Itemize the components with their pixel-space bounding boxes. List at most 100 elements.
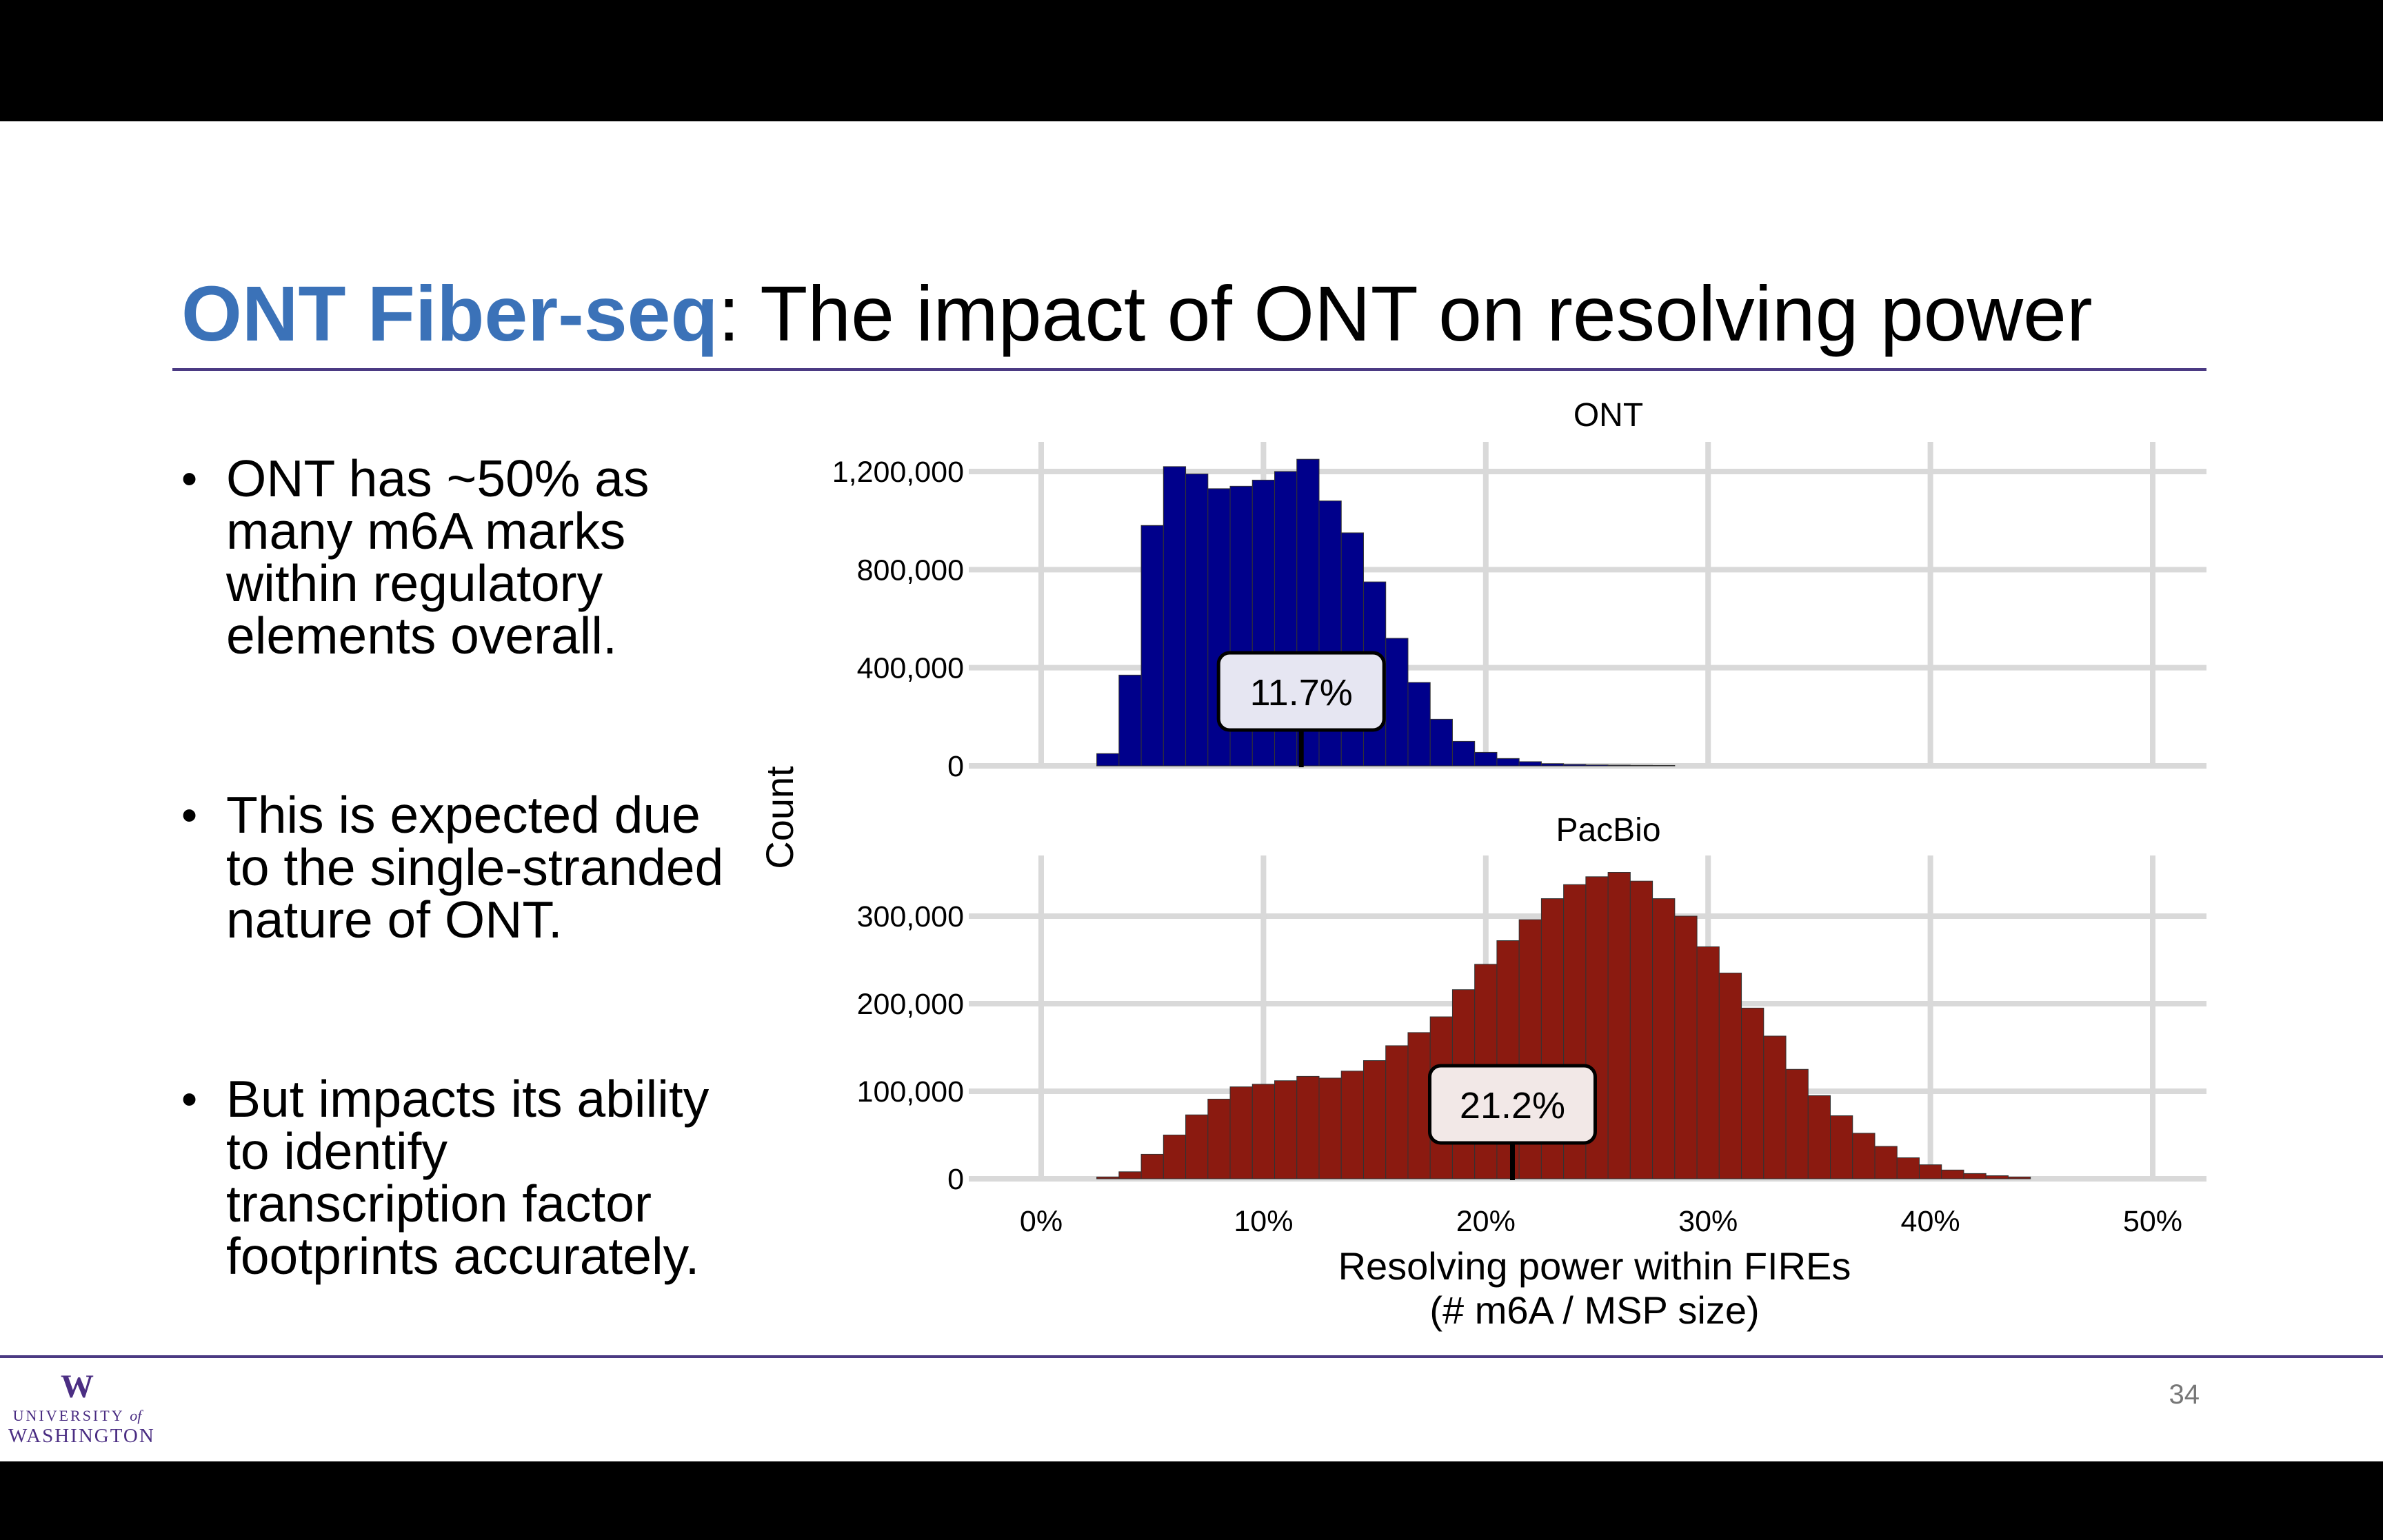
median-label: 21.2%: [1460, 1085, 1565, 1126]
x-tick-label: 50%: [2123, 1205, 2182, 1238]
uw-logo-university: UNIVERSITY: [12, 1407, 124, 1424]
x-tick-label: 30%: [1678, 1205, 1738, 1238]
histogram-bar: [1318, 1077, 1342, 1179]
bullet-line: nature of ONT.: [226, 891, 563, 949]
median-label-box: [1427, 1064, 1597, 1145]
histogram-bar: [1540, 763, 1565, 767]
y-tick-label: 400,000: [857, 652, 964, 685]
histogram-bar: [1118, 1171, 1142, 1179]
histogram-bar: [1451, 740, 1476, 767]
bullet-line: to the single-stranded: [226, 838, 724, 896]
uw-logo-line2: WASHINGTON: [8, 1425, 155, 1447]
histogram-chart: ONT 0 400,000 800,000 1,200,000 11.7% PacBio 0 1…: [758, 397, 2206, 1332]
histogram-bar: [1963, 1173, 1987, 1179]
x-axis-title-line: Resolving power within FIREs: [1338, 1244, 1851, 1288]
y-tick-label: 0: [947, 750, 964, 783]
histogram-bar: [1407, 682, 1431, 767]
histogram-bar: [1652, 898, 1676, 1179]
bullet-line: But impacts its ability: [226, 1070, 710, 1128]
panel-pacbio: PacBio 0 100,000 200,000 300,000 21.2%: [857, 812, 2206, 1196]
y-tick-label: 0: [947, 1163, 964, 1196]
histogram-bar: [1629, 880, 1653, 1179]
histogram-bar: [1852, 1133, 1876, 1179]
footer-divider: [0, 1355, 2383, 1358]
x-axis-title-line: (# m6A / MSP size): [1429, 1288, 1759, 1332]
title-rest: : The impact of ONT on resolving power: [718, 270, 2093, 357]
x-tick-label: 40%: [1901, 1205, 1960, 1238]
x-tick-label: 10%: [1234, 1205, 1293, 1238]
histogram-bar: [1807, 1095, 1831, 1179]
bullet-dot: •: [181, 453, 198, 504]
panel-title: PacBio: [1556, 812, 1660, 849]
bullet-list: • ONT has ~50% as many m6A marks within …: [176, 452, 783, 1409]
bullet-line: to identify: [226, 1122, 448, 1180]
histogram-bar: [1229, 1086, 1253, 1179]
histogram-bar: [1407, 1032, 1431, 1179]
histogram-bar: [1163, 1135, 1187, 1179]
histogram-bar: [1985, 1175, 2009, 1179]
uw-logo-of: of: [130, 1407, 142, 1424]
histogram-bar: [1496, 758, 1520, 767]
histogram-bar: [1896, 1157, 1920, 1179]
histogram-bar: [1385, 1045, 1409, 1179]
bullet-line: transcription factor: [226, 1175, 652, 1233]
histogram-bar: [1185, 1114, 1209, 1179]
histogram-bar: [1340, 1071, 1364, 1179]
panel-ont: ONT 0 400,000 800,000 1,200,000 11.7%: [832, 397, 2206, 783]
histogram-bar: [1830, 1115, 1853, 1179]
histogram-bar: [1763, 1035, 1787, 1179]
bullet-line: within regulatory: [226, 554, 603, 612]
bullet-line: ONT has ~50% as: [226, 449, 650, 507]
histogram-bar: [1629, 764, 1653, 767]
histogram-bar: [1251, 1084, 1276, 1179]
histogram-bar: [1140, 1153, 1164, 1179]
histogram-bar: [1363, 1060, 1387, 1179]
histogram-bar: [1274, 1080, 1298, 1179]
y-tick-label: 800,000: [857, 554, 964, 587]
bullet-line: This is expected due: [226, 786, 701, 844]
bullet-item: • ONT has ~50% as many m6A marks within …: [176, 452, 783, 662]
median-label: 11.7%: [1250, 672, 1353, 713]
histogram-bar: [1096, 753, 1120, 767]
histogram-bar: [1563, 764, 1587, 767]
histogram-bar: [1140, 525, 1164, 767]
uw-logo-line1: UNIVERSITY of: [8, 1406, 146, 1426]
histogram-bar: [1918, 1164, 1942, 1179]
title-accent: ONT Fiber-seq: [181, 270, 718, 357]
histogram-bar: [1874, 1146, 1898, 1179]
histogram-bar: [1096, 1176, 1120, 1179]
y-axis-title: Count: [758, 766, 801, 869]
histogram-bar: [1718, 973, 1742, 1179]
histogram-bar: [1585, 764, 1609, 767]
median-label-box: [1216, 651, 1386, 732]
bullet-item: • But impacts its ability to identify tr…: [176, 1073, 783, 1282]
histogram-bar: [1941, 1169, 1964, 1179]
histogram-bar: [1607, 872, 1631, 1179]
bullet-line: elements overall.: [226, 607, 617, 665]
histogram-bar: [1118, 674, 1142, 767]
histogram-bar: [1674, 915, 1698, 1179]
bullet-dot: •: [181, 1073, 198, 1124]
histogram-bar: [1296, 1075, 1320, 1179]
histogram-bar: [1785, 1068, 1809, 1179]
slide-title: ONT Fiber-seq: The impact of ONT on reso…: [181, 270, 2093, 359]
y-tick-label: 1,200,000: [832, 456, 964, 489]
histogram-bar: [1185, 474, 1209, 767]
histogram-bar: [1518, 761, 1542, 767]
uw-w-mark: W: [61, 1368, 94, 1405]
panel-title: ONT: [1573, 397, 1643, 434]
histogram-bar: [1429, 718, 1453, 767]
y-tick-label: 200,000: [857, 988, 964, 1021]
y-tick-label: 100,000: [857, 1075, 964, 1108]
histogram-bar: [1385, 638, 1409, 767]
page-number: 34: [2169, 1379, 2200, 1410]
histogram-bar: [1696, 946, 1720, 1179]
bullet-dot: •: [181, 789, 198, 840]
title-divider: [172, 368, 2206, 371]
histogram-bar: [1207, 1098, 1231, 1179]
histogram-bar: [1652, 764, 1676, 767]
x-tick-label: 0%: [1020, 1205, 1063, 1238]
histogram-bar: [1474, 751, 1498, 767]
bullet-line: many m6A marks: [226, 502, 626, 560]
bullet-line: footprints accurately.: [226, 1227, 700, 1285]
